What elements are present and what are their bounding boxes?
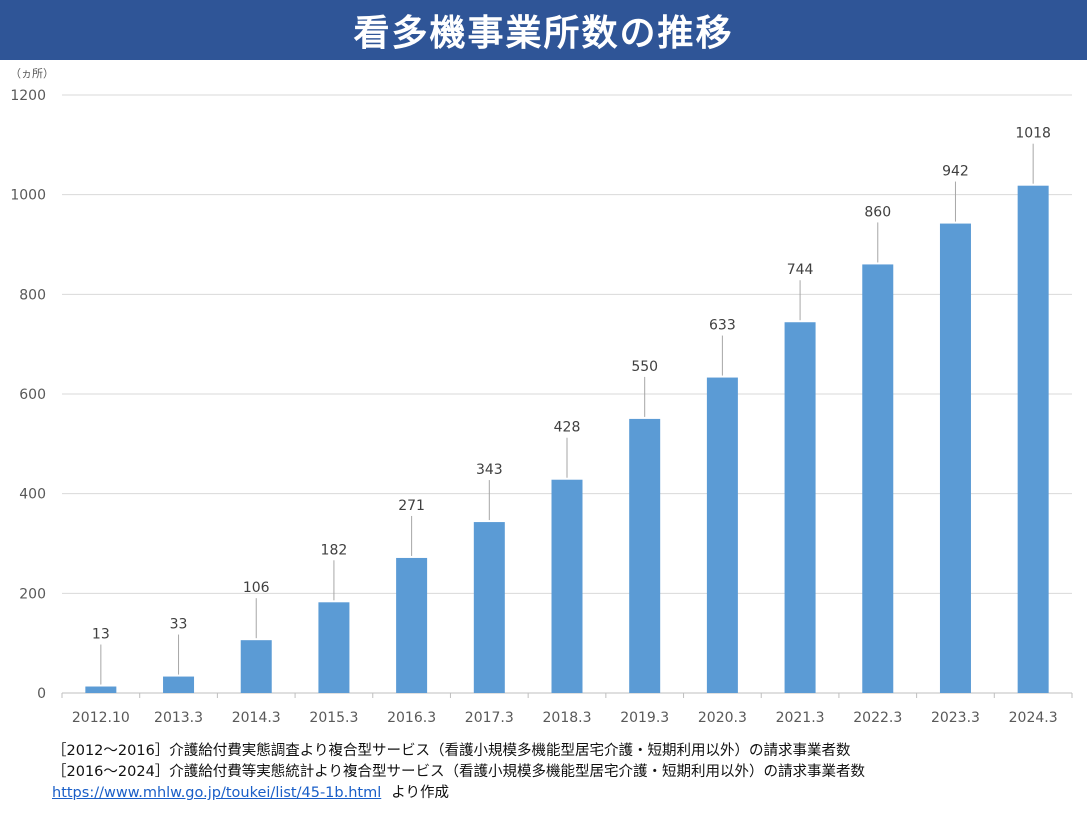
data-label: 1018 (1015, 126, 1051, 142)
bar (240, 640, 272, 693)
bar (939, 223, 971, 693)
bar (784, 322, 816, 693)
y-unit-label: （ヵ所） (10, 67, 54, 80)
data-label: 106 (243, 580, 270, 596)
x-tick-label: 2018.3 (543, 710, 592, 726)
bar (706, 377, 738, 693)
source-note-3: https://www.mhlw.go.jp/toukei/list/45-1b… (52, 783, 1072, 804)
bar-chart: 0 200 400 600 800 1000 1200 （ヵ所） 13 2012.10 33 2013… (10, 67, 1073, 726)
x-tick-label: 2015.3 (309, 710, 358, 726)
x-tick-label: 2020.3 (698, 710, 747, 726)
bar (473, 522, 505, 693)
x-tick-label: 2021.3 (776, 710, 825, 726)
data-label: 942 (942, 164, 969, 180)
title-bar: 看多機事業所数の推移 (0, 0, 1087, 60)
x-tick-label: 2022.3 (853, 710, 902, 726)
data-label: 13 (92, 627, 110, 643)
bar (85, 686, 117, 693)
bar (163, 676, 195, 693)
source-note-1: ［2012～2016］介護給付費実態調査より複合型サービス（看護小規模多機能型居… (52, 743, 851, 759)
data-label: 550 (631, 359, 658, 375)
x-tick-label: 2016.3 (387, 710, 436, 726)
data-label: 744 (787, 262, 814, 278)
x-tick-label: 2023.3 (931, 710, 980, 726)
bar (551, 479, 583, 693)
x-tick-label: 2019.3 (620, 710, 669, 726)
x-tick-label: 2013.3 (154, 710, 203, 726)
source-notes: ［2012～2016］介護給付費実態調査より複合型サービス（看護小規模多機能型居… (52, 741, 1072, 804)
y-tick-label: 1000 (10, 188, 46, 204)
y-tick-label: 1200 (10, 88, 46, 104)
x-tick-label: 2014.3 (232, 710, 281, 726)
data-label: 33 (170, 617, 188, 633)
y-tick-label: 600 (19, 387, 46, 403)
y-tick-label: 800 (19, 287, 46, 303)
data-label: 860 (864, 204, 891, 220)
x-tick-label: 2024.3 (1009, 710, 1058, 726)
data-label: 182 (321, 542, 348, 558)
source-link-suffix: より作成 (391, 785, 449, 801)
y-tick-label: 200 (19, 586, 46, 602)
y-tick-label: 0 (37, 686, 46, 702)
source-note-2: ［2016～2024］介護給付費等実態統計より複合型サービス（看護小規模多機能型… (52, 764, 866, 780)
bar (862, 264, 894, 693)
bar (1017, 185, 1049, 693)
y-tick-label: 400 (19, 487, 46, 503)
data-label: 428 (554, 420, 581, 436)
source-link[interactable]: https://www.mhlw.go.jp/toukei/list/45-1b… (52, 785, 382, 801)
data-label: 633 (709, 318, 736, 334)
data-label: 343 (476, 462, 503, 478)
x-tick-label: 2017.3 (465, 710, 514, 726)
data-label: 271 (398, 498, 425, 514)
bar (396, 557, 428, 693)
bar (629, 418, 661, 693)
bar (318, 602, 350, 693)
chart-title: 看多機事業所数の推移 (353, 13, 734, 54)
x-tick-label: 2012.10 (72, 710, 130, 726)
